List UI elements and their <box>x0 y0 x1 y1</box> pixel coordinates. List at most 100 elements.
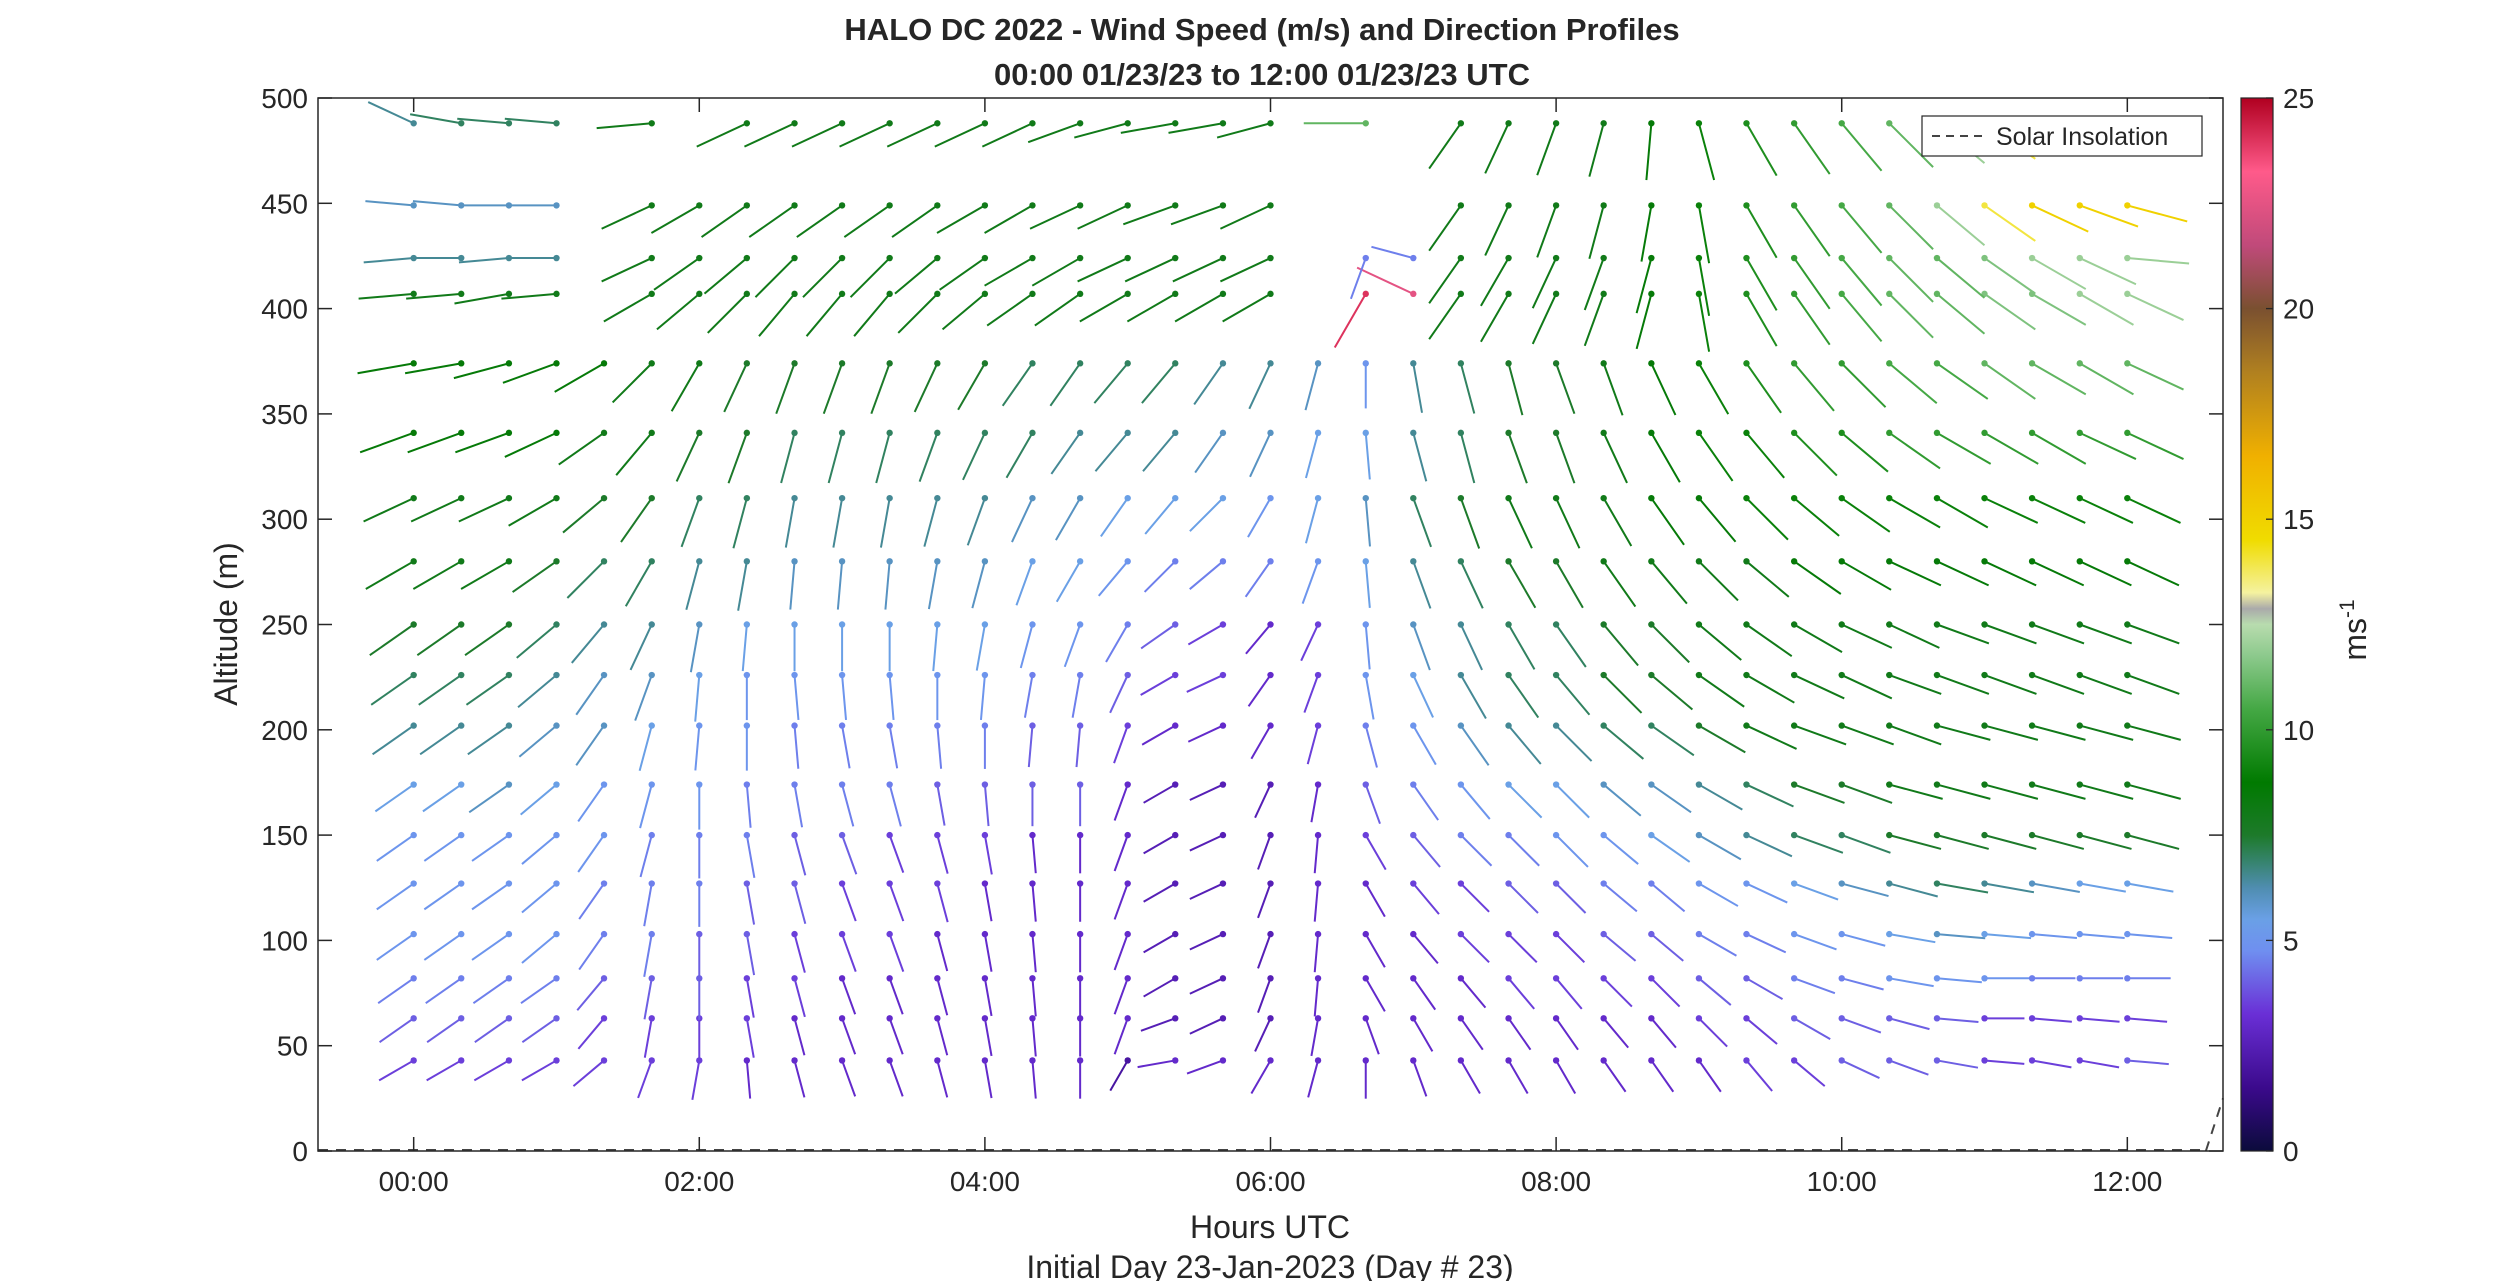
wind-vector <box>886 781 902 827</box>
wind-vector-shaft <box>927 561 939 610</box>
wind-vector <box>934 1057 949 1098</box>
wind-vector-dot <box>1838 202 1845 209</box>
wind-vector-shaft <box>1303 674 1319 713</box>
wind-vector-shaft <box>1841 497 1891 533</box>
wind-vector-dot <box>553 1015 560 1022</box>
wind-vector-shaft <box>1189 977 1224 995</box>
wind-vector-shaft <box>2031 834 2085 850</box>
wind-vector-dot <box>838 558 846 565</box>
wind-vector <box>1137 1057 1179 1069</box>
wind-vector <box>367 101 417 127</box>
wind-vector <box>886 671 895 721</box>
wind-vector-shaft <box>1889 933 1936 944</box>
wind-vector-shaft <box>1216 122 1271 139</box>
wind-vector-shaft <box>1257 883 1272 919</box>
wind-vector-shaft <box>2127 204 2188 223</box>
wind-vector-shaft <box>1936 834 1989 850</box>
wind-vector-dot <box>1172 1015 1179 1022</box>
wind-vector <box>1075 722 1084 768</box>
wind-vector <box>1790 494 1840 537</box>
wind-vector-dot <box>1648 1015 1655 1022</box>
wind-vector-shaft <box>1459 560 1484 609</box>
wind-vector-dot <box>1981 1015 1988 1022</box>
wind-vector-dot <box>981 722 989 729</box>
wind-vector-shaft <box>1555 432 1576 484</box>
wind-vector-dot <box>1648 880 1655 887</box>
wind-vector-shaft <box>888 1017 904 1055</box>
wind-vector-dot <box>553 880 560 887</box>
wind-vector-shaft <box>888 977 904 1015</box>
wind-vector-dot <box>838 120 846 127</box>
wind-vector-shaft <box>888 933 905 972</box>
wind-vector-shaft <box>1793 882 1839 901</box>
wind-vector-shaft <box>468 783 510 814</box>
wind-vector-shaft <box>918 432 939 482</box>
wind-vector-dot <box>838 671 846 679</box>
wind-vector <box>1531 254 1560 309</box>
wind-vector-dot <box>458 360 465 367</box>
wind-vector-dot <box>1172 120 1179 127</box>
wind-vector-shaft <box>793 883 807 925</box>
wind-vector <box>1648 831 1691 863</box>
wind-vector <box>1189 975 1227 995</box>
wind-vector-dot <box>886 722 893 729</box>
wind-vector-dot <box>838 1057 846 1064</box>
wind-vector <box>1886 880 1938 898</box>
wind-vector-shaft <box>357 362 414 375</box>
wind-vector-dot <box>2028 1015 2036 1022</box>
wind-vector <box>2124 360 2184 391</box>
wind-vector-shaft <box>1428 122 1462 170</box>
wind-vector <box>1109 1057 1131 1092</box>
wind-vector <box>454 290 513 305</box>
wind-vector <box>1838 975 1884 991</box>
wind-vector <box>2028 930 2078 940</box>
wind-vector-shaft <box>1650 432 1681 483</box>
wind-vector <box>1307 1057 1322 1098</box>
wind-vector-shaft <box>521 933 558 964</box>
wind-vector-dot <box>791 1057 798 1064</box>
wind-vector-dot <box>1600 1057 1607 1064</box>
wind-vector-shaft <box>1313 978 1320 1017</box>
wind-vector <box>791 621 798 672</box>
wind-vector-shaft <box>1698 1059 1722 1093</box>
wind-vector-dot <box>1362 671 1369 679</box>
wind-vector-dot <box>2076 671 2083 679</box>
wind-vector <box>1695 254 1711 317</box>
wind-vector-dot <box>1695 621 1703 628</box>
wind-vector-dot <box>648 120 655 127</box>
wind-vector-dot <box>1552 621 1560 628</box>
wind-vector-dot <box>1410 1015 1417 1022</box>
wind-vector-dot <box>1505 429 1512 437</box>
wind-vector-dot <box>1886 621 1893 628</box>
wind-vector-shaft <box>1697 205 1711 264</box>
wind-vector-dot <box>1600 120 1607 127</box>
wind-vector-shaft <box>1459 432 1476 484</box>
wind-vector-shaft <box>891 204 938 238</box>
wind-vector-dot <box>1457 429 1465 437</box>
wind-vector-shaft <box>1793 724 1847 746</box>
x-tick-label: 02:00 <box>664 1166 734 1197</box>
wind-vector-dot <box>1981 781 1988 788</box>
wind-vector-dot <box>1362 975 1369 982</box>
wind-vector-dot <box>1790 494 1798 502</box>
wind-vector-shaft <box>1602 977 1633 1008</box>
wind-vector <box>460 558 513 590</box>
wind-vector <box>884 558 893 610</box>
wind-vector-shaft <box>1049 362 1081 407</box>
wind-vector-shaft <box>1555 623 1587 668</box>
wind-vector <box>696 930 703 976</box>
wind-vector-dot <box>791 360 798 367</box>
wind-vector <box>468 781 513 814</box>
wind-vector <box>1886 120 1934 168</box>
wind-vector-dot <box>2124 360 2131 367</box>
wind-vector-shaft <box>827 432 844 484</box>
wind-vector-shaft <box>1888 1059 1929 1076</box>
wind-vector-dot <box>1314 558 1322 565</box>
wind-vector-shaft <box>888 725 899 769</box>
wind-vector-shaft <box>1412 560 1432 609</box>
wind-vector-dot <box>458 429 465 437</box>
wind-vector-shaft <box>1306 725 1320 765</box>
wind-vector-dot <box>1267 930 1274 938</box>
wind-vector <box>1076 880 1084 922</box>
wind-vector <box>934 671 941 721</box>
